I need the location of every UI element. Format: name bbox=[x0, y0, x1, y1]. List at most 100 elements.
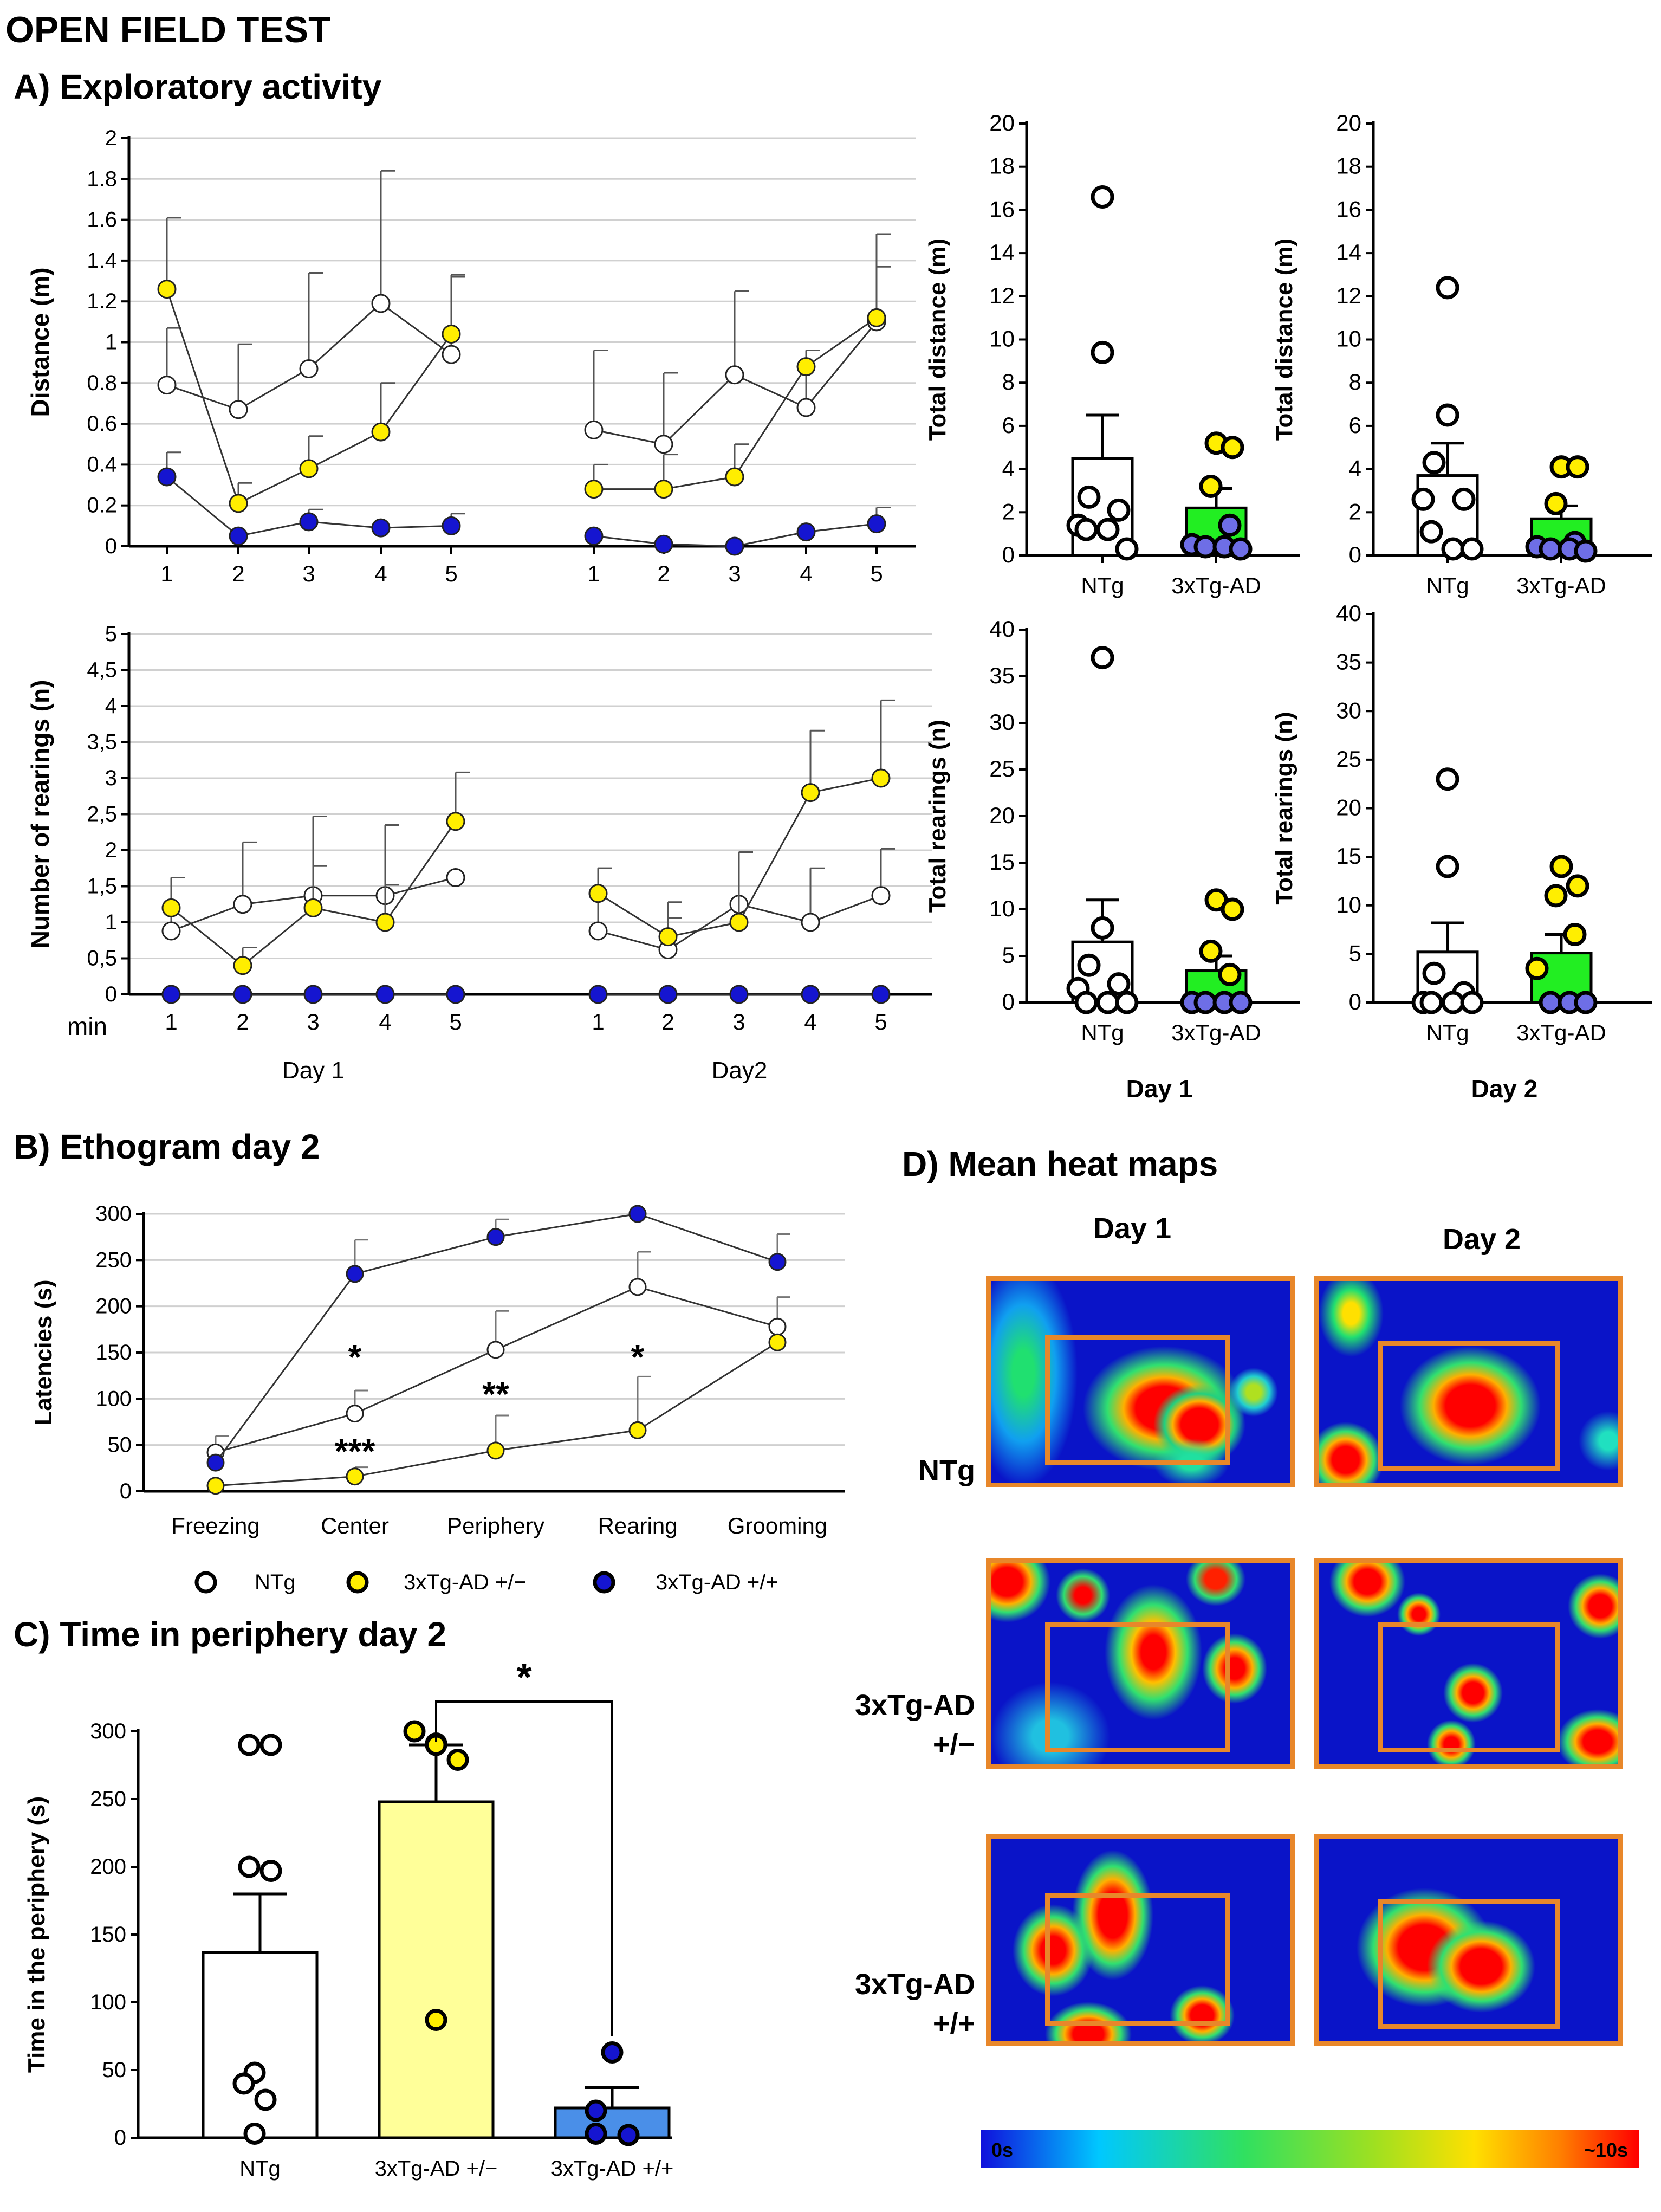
y-tick-label: 0 bbox=[114, 2126, 126, 2150]
x-tick-label: 4 bbox=[379, 1009, 391, 1034]
data-point bbox=[233, 895, 252, 914]
x-tick-label: 3xTg-AD +/− bbox=[375, 2157, 498, 2181]
x-tick-label: 3 bbox=[302, 561, 315, 586]
y-tick-label: 250 bbox=[95, 1248, 132, 1272]
data-point bbox=[442, 516, 461, 535]
y-axis-title: Total distance (m) bbox=[1271, 238, 1297, 441]
y-tick-label: 18 bbox=[1336, 153, 1361, 179]
heat-blob bbox=[1400, 1346, 1541, 1465]
data-point bbox=[1091, 646, 1114, 670]
heat-blob bbox=[1319, 1422, 1384, 1483]
data-point bbox=[601, 2041, 624, 2064]
data-point bbox=[1411, 487, 1435, 511]
data-point bbox=[1199, 939, 1223, 963]
heatmap-ntg-day2 bbox=[1314, 1276, 1623, 1487]
data-point bbox=[446, 868, 465, 888]
ethogram-chart: 0 50 100 150 200 250 300 Latencies (s) Freezing C… bbox=[30, 1202, 845, 1538]
y-tick-label: 1 bbox=[105, 910, 117, 934]
y-axis-title: Latencies (s) bbox=[30, 1280, 57, 1426]
data-point bbox=[768, 1333, 787, 1351]
data-point bbox=[229, 400, 248, 419]
y-tick-label: 50 bbox=[102, 2058, 127, 2082]
data-point bbox=[1229, 537, 1253, 561]
x-tick-label: 1 bbox=[165, 1009, 177, 1034]
data-point bbox=[1193, 535, 1217, 559]
total-distance-day2-chart: 0 2 4 6 8 10 12 14 16 18 20 Total distance (m) NTg 3x… bbox=[1271, 110, 1652, 598]
significance-mark: * bbox=[516, 1656, 531, 1699]
data-point bbox=[871, 768, 891, 788]
x-tick-label: 2 bbox=[236, 1009, 249, 1034]
data-point bbox=[1452, 487, 1476, 511]
significance-bracket bbox=[435, 1700, 613, 2036]
data-point bbox=[238, 1855, 261, 1878]
legend-label-het: 3xTg-AD +/− bbox=[404, 1570, 527, 1594]
group-legend: NTg 3xTg-AD +/− 3xTg-AD +/+ bbox=[194, 1570, 778, 1594]
data-point bbox=[157, 376, 177, 395]
y-tick-label: 1.4 bbox=[87, 249, 117, 273]
x-tick-label: NTg bbox=[1081, 1020, 1124, 1045]
data-point bbox=[486, 1228, 505, 1246]
x-tick-label: Rearing bbox=[598, 1513, 677, 1538]
y-tick-label: 4 bbox=[1002, 456, 1015, 481]
data-point bbox=[1441, 537, 1465, 561]
y-tick-label: 20 bbox=[989, 110, 1015, 135]
y-tick-label: 0 bbox=[1349, 542, 1361, 567]
heatmap-color-scale bbox=[981, 2130, 1639, 2168]
data-point bbox=[588, 921, 608, 941]
y-tick-label: 16 bbox=[1336, 196, 1361, 222]
y-tick-label: 35 bbox=[1336, 649, 1361, 675]
data-point bbox=[1107, 498, 1131, 522]
data-point bbox=[1199, 474, 1223, 498]
x-tick-label: 5 bbox=[449, 1009, 462, 1034]
heatmap-center-zone bbox=[1045, 1893, 1230, 2026]
data-point bbox=[1419, 991, 1443, 1014]
y-tick-label: 0 bbox=[105, 534, 117, 558]
heatmap-scale-max: ~10s bbox=[1584, 2139, 1628, 2161]
data-point bbox=[1419, 520, 1443, 544]
x-tick-label: 5 bbox=[870, 561, 883, 586]
panel-a-title: A) Exploratory activity bbox=[14, 67, 382, 106]
x-tick-label: 1 bbox=[160, 561, 173, 586]
heatmap-row-label-hom: 3xTg-AD +/+ bbox=[855, 1968, 975, 2040]
x-tick-label: 5 bbox=[874, 1009, 887, 1034]
data-point bbox=[1221, 897, 1244, 921]
heat-blob bbox=[1170, 1985, 1235, 2041]
data-point bbox=[229, 526, 248, 546]
data-point bbox=[233, 956, 252, 975]
y-tick-label: 20 bbox=[1336, 110, 1361, 135]
data-point bbox=[1218, 962, 1242, 986]
y-tick-label: 0.8 bbox=[87, 371, 117, 395]
series-line-1 bbox=[215, 1341, 778, 1487]
x-tick-label: 4 bbox=[374, 561, 387, 586]
data-point bbox=[1193, 991, 1217, 1014]
data-point bbox=[161, 921, 181, 941]
y-tick-label: 0 bbox=[1002, 542, 1015, 567]
y-tick-label: 200 bbox=[95, 1295, 132, 1318]
y-tick-label: 0,5 bbox=[87, 947, 117, 971]
data-point bbox=[729, 913, 749, 932]
data-point bbox=[658, 985, 678, 1004]
y-tick-label: 8 bbox=[1349, 369, 1361, 394]
total-rearings-day2-chart: 0 5 10 15 20 25 30 35 40 Total rearings (n) NTg 3xT… bbox=[1271, 600, 1652, 1103]
y-tick-label: 3 bbox=[105, 766, 117, 790]
heatmap-center-zone bbox=[1378, 1899, 1560, 2029]
data-point bbox=[628, 1421, 647, 1439]
data-point bbox=[768, 1317, 787, 1336]
y-tick-label: 40 bbox=[1336, 600, 1361, 626]
data-point bbox=[1422, 961, 1446, 985]
data-point bbox=[1566, 874, 1589, 898]
x-tick-label: 4 bbox=[800, 561, 812, 586]
significance-mark: ** bbox=[482, 1374, 509, 1413]
data-point bbox=[725, 467, 744, 487]
data-point bbox=[232, 2072, 255, 2095]
y-tick-label: 0 bbox=[105, 982, 117, 1006]
data-point bbox=[1229, 991, 1253, 1014]
data-point bbox=[346, 1467, 364, 1486]
x-tick-label: 3 bbox=[728, 561, 741, 586]
data-point bbox=[1544, 884, 1568, 908]
data-point bbox=[1441, 991, 1465, 1014]
bar bbox=[202, 1951, 319, 2139]
data-point bbox=[157, 280, 177, 299]
y-tick-label: 0.6 bbox=[87, 412, 117, 436]
